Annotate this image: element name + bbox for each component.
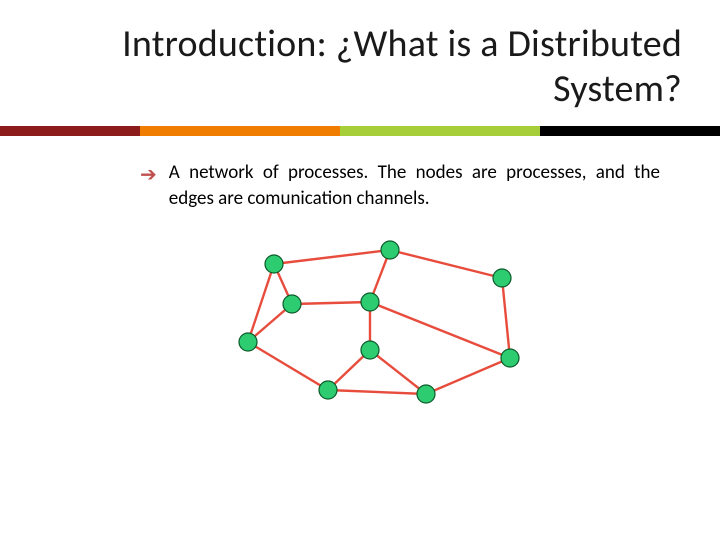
- network-node: [361, 293, 379, 311]
- network-node: [319, 381, 337, 399]
- network-node: [381, 241, 399, 259]
- accent-underline: [0, 126, 720, 136]
- network-edge: [274, 250, 390, 264]
- arrow-icon: ➔: [140, 162, 157, 188]
- network-node: [283, 295, 301, 313]
- network-edge: [502, 278, 510, 358]
- network-node: [493, 269, 511, 287]
- network-edge: [328, 390, 426, 394]
- underline-segment: [140, 126, 340, 136]
- underline-segment: [0, 126, 140, 136]
- network-node: [361, 341, 379, 359]
- network-edge: [390, 250, 502, 278]
- underline-segment: [540, 126, 720, 136]
- network-edge: [426, 358, 510, 394]
- network-node: [501, 349, 519, 367]
- bullet-text: A network of processes. The nodes are pr…: [169, 160, 660, 212]
- network-diagram: [220, 234, 540, 414]
- network-node: [265, 255, 283, 273]
- network-svg: [220, 234, 540, 414]
- title-bar: Introduction: ¿What is a Distributed Sys…: [0, 18, 720, 128]
- content-area: ➔ A network of processes. The nodes are …: [140, 160, 660, 212]
- underline-segment: [340, 126, 540, 136]
- network-node: [239, 333, 257, 351]
- network-edge: [292, 302, 370, 304]
- network-edge: [370, 350, 426, 394]
- network-edge: [370, 302, 510, 358]
- page-title: Introduction: ¿What is a Distributed Sys…: [122, 22, 682, 112]
- network-node: [417, 385, 435, 403]
- slide: Introduction: ¿What is a Distributed Sys…: [0, 0, 720, 540]
- bullet-item: ➔ A network of processes. The nodes are …: [140, 160, 660, 212]
- network-edge: [248, 342, 328, 390]
